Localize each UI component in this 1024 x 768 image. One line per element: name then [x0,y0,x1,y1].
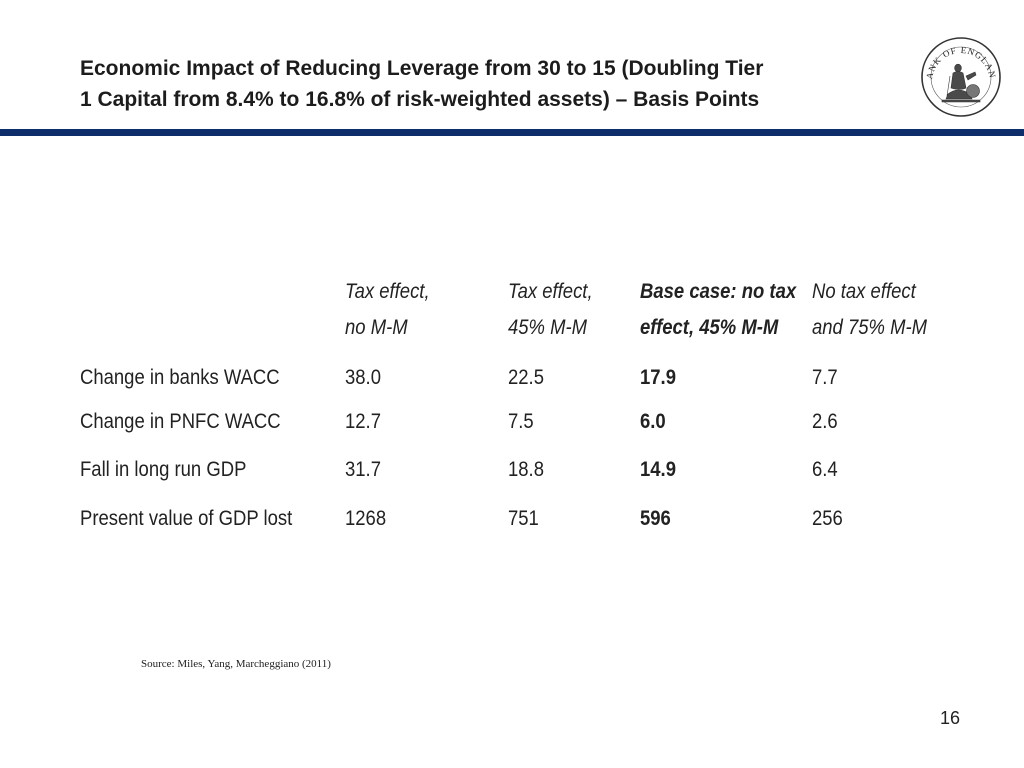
table-cell-base-case: 6.0 [640,410,666,433]
column-header-4-line-1: No tax effect [812,280,916,303]
table-cell-base-case: 596 [640,507,671,530]
row-label-pv-gdp-lost: Present value of GDP lost [80,507,293,530]
column-header-1-line-2: no M-M [345,316,408,339]
table-cell: 751 [508,507,539,530]
table-cell: 31.7 [345,458,381,481]
table-cell: 22.5 [508,366,544,389]
table-cell: 38.0 [345,366,381,389]
table-cell-base-case: 14.9 [640,458,676,481]
table-cell-base-case: 17.9 [640,366,676,389]
column-header-1-line-1: Tax effect, [345,280,430,303]
table-cell: 256 [812,507,843,530]
column-header-3-line-1: Base case: no tax [640,280,797,303]
row-label-fall-in-gdp: Fall in long run GDP [80,458,247,481]
slide-title: Economic Impact of Reducing Leverage fro… [80,53,920,115]
table-cell: 7.7 [812,366,838,389]
column-header-4-line-2: and 75% M-M [812,316,928,339]
bank-of-england-logo: BANK OF ENGLAND [920,36,1001,117]
table-cell: 6.4 [812,458,838,481]
source-note: Source: Miles, Yang, Marcheggiano (2011) [141,658,331,670]
table-cell: 18.8 [508,458,544,481]
page-number: 16 [940,708,961,728]
table-cell: 7.5 [508,410,534,433]
table-cell: 1268 [345,507,387,530]
header-divider [0,129,1024,136]
slide-title-line-1: Economic Impact of Reducing Leverage fro… [80,57,764,80]
slide-title-line-2: 1 Capital from 8.4% to 16.8% of risk-wei… [80,88,760,111]
table-cell: 2.6 [812,410,838,433]
column-header-2-line-2: 45% M-M [508,316,588,339]
row-label-pnfc-wacc: Change in PNFC WACC [80,410,281,433]
column-header-3-line-2: effect, 45% M-M [640,316,779,339]
column-header-2-line-1: Tax effect, [508,280,593,303]
row-label-banks-wacc: Change in banks WACC [80,366,280,389]
table-cell: 12.7 [345,410,381,433]
